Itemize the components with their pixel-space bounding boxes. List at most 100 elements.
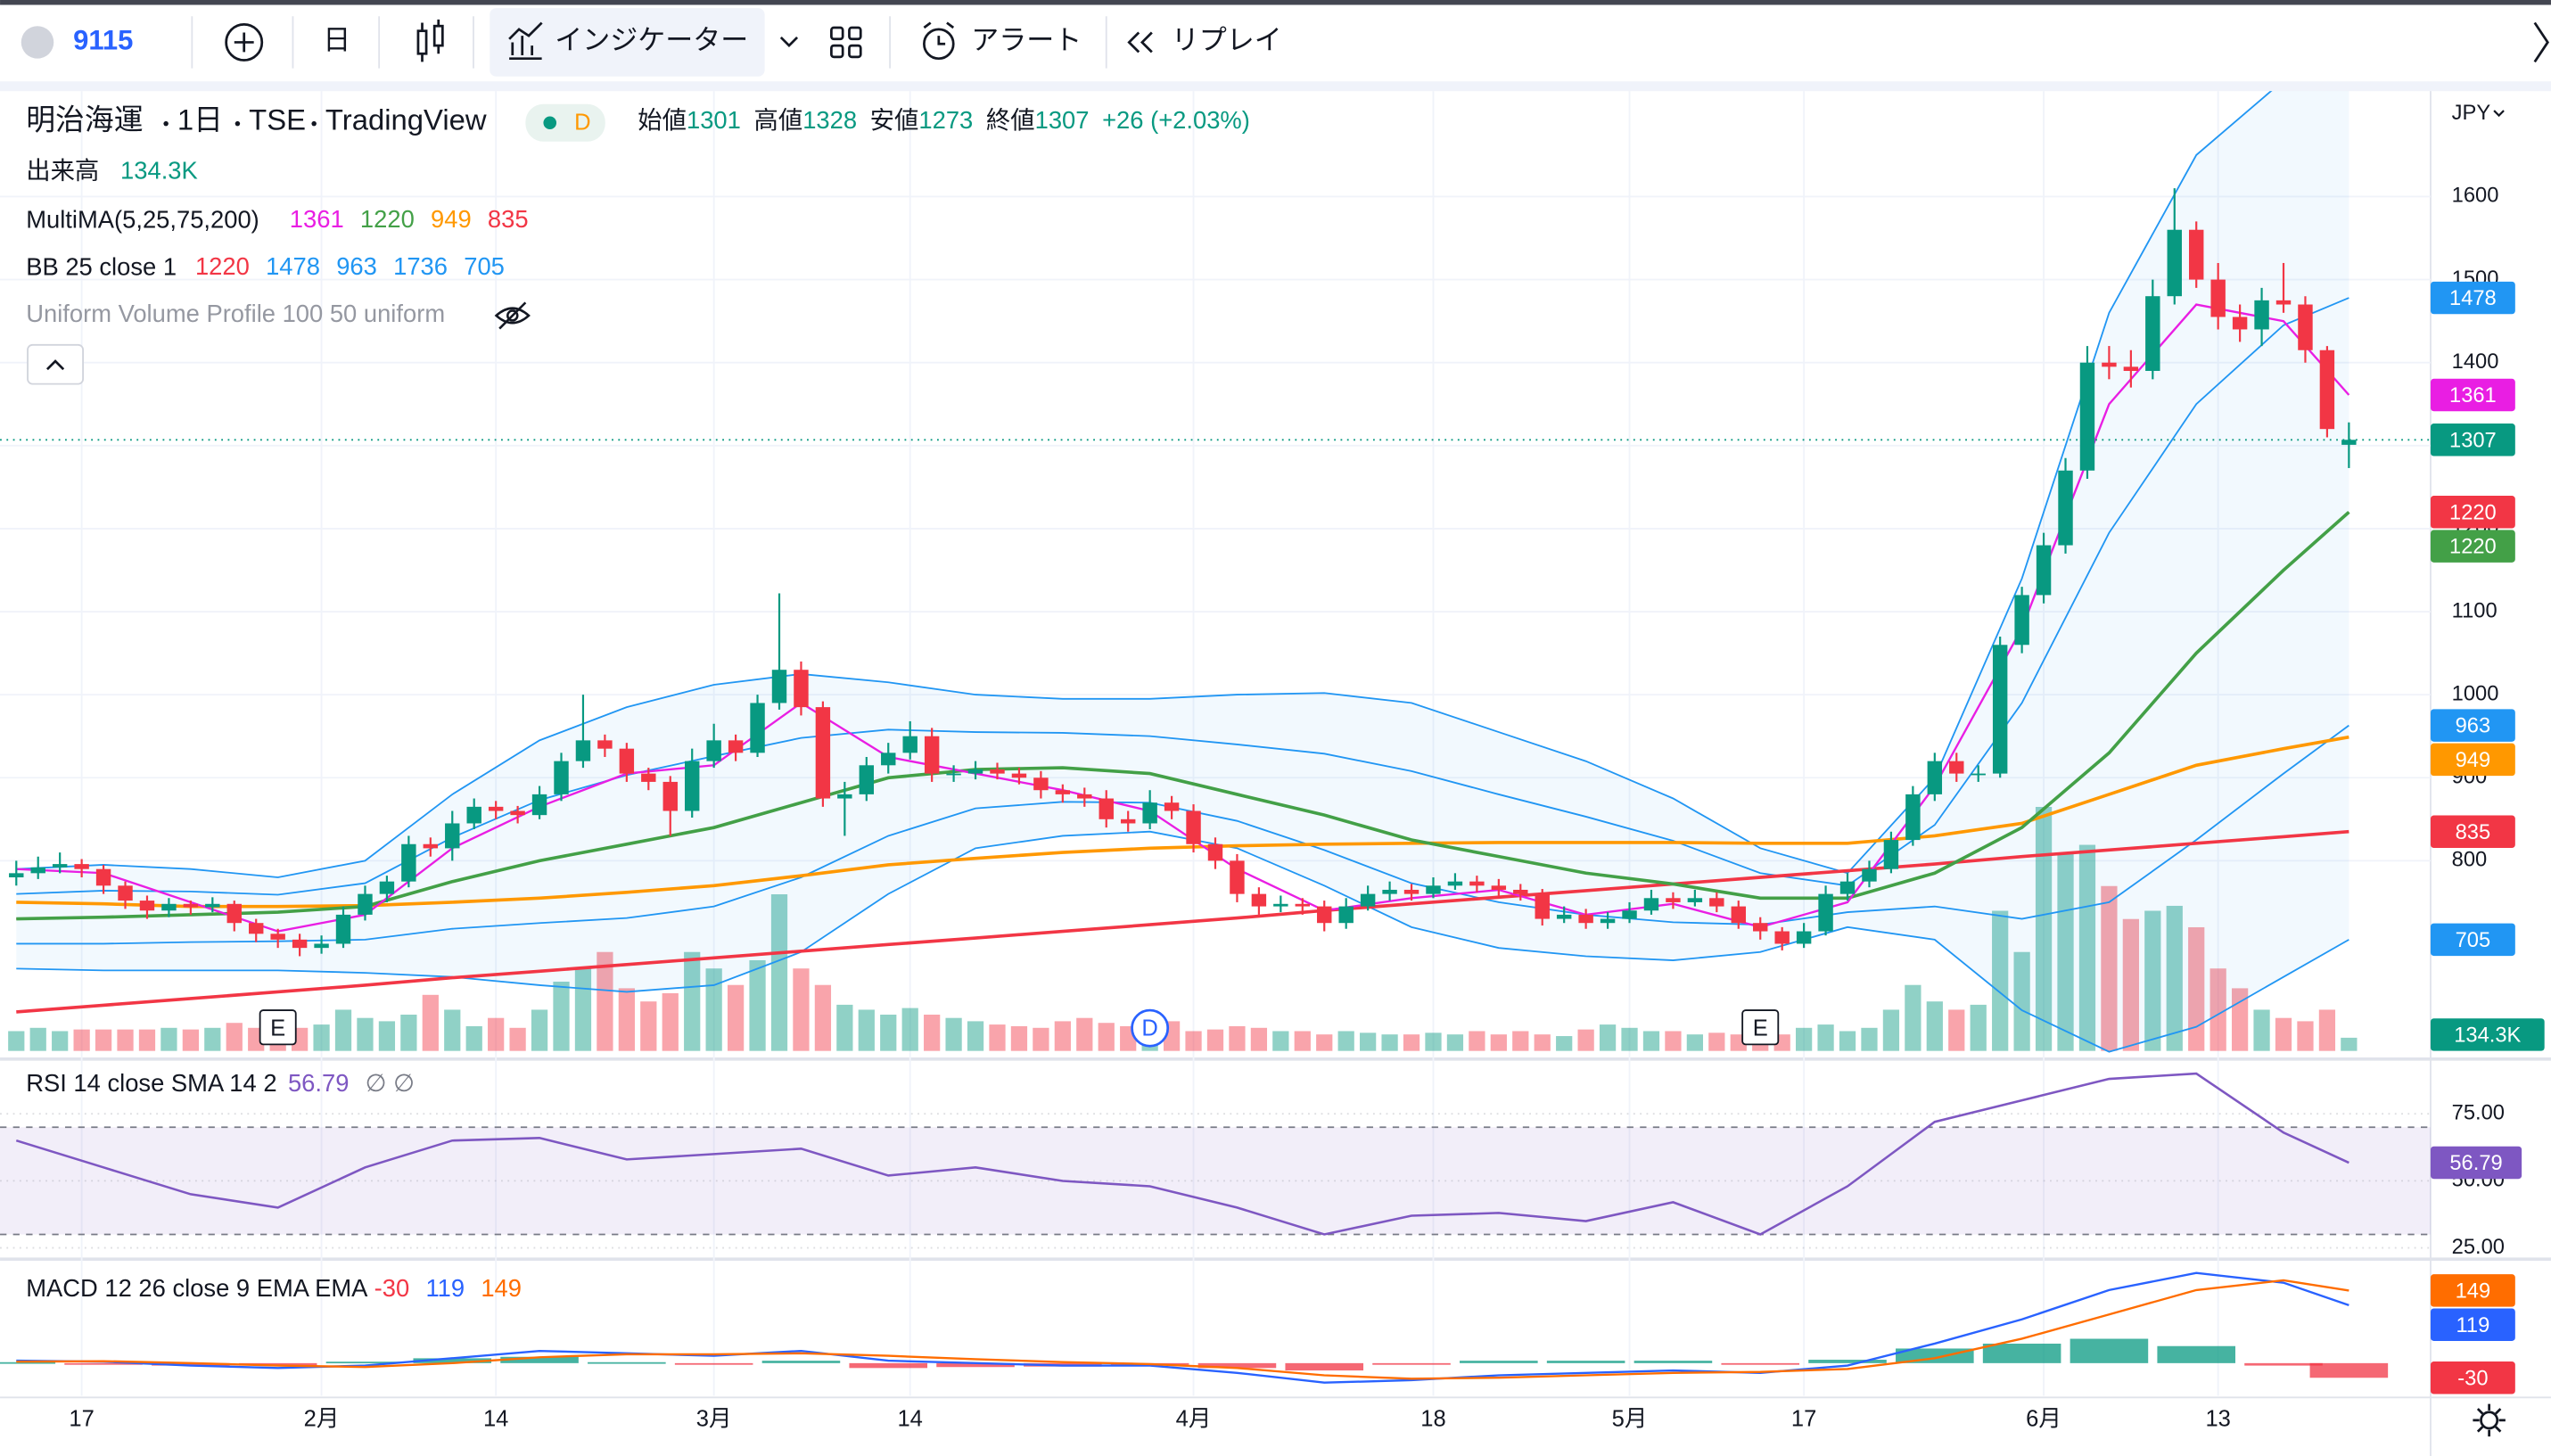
legend-value: -30 bbox=[374, 1274, 410, 1302]
x-tick-label: 3月 bbox=[696, 1407, 732, 1432]
chevron bbox=[2493, 110, 2505, 118]
volume-bar bbox=[770, 894, 788, 1051]
candle-body bbox=[2123, 366, 2139, 372]
x-tick-label: 2月 bbox=[304, 1407, 340, 1432]
macd-histogram-bar bbox=[1285, 1362, 1364, 1371]
indicators-button[interactable]: インジケーター bbox=[555, 25, 748, 56]
ma-line bbox=[16, 511, 2350, 921]
candle-body bbox=[2189, 229, 2204, 280]
volume-bar bbox=[1098, 1023, 1115, 1051]
rsi-tick-label: 75.00 bbox=[2452, 1101, 2505, 1124]
event-marker bbox=[1131, 1008, 1170, 1048]
rsi-pane bbox=[0, 1072, 2431, 1249]
multima-values: 1361 1220 949 835 bbox=[290, 205, 529, 233]
candle-body bbox=[1055, 790, 1071, 794]
y-tick-label: 1100 bbox=[2452, 599, 2498, 622]
volume-bar bbox=[684, 951, 701, 1051]
volume-bar bbox=[2341, 1037, 2358, 1051]
volume-bar bbox=[73, 1029, 90, 1051]
volume-bar bbox=[1033, 1027, 1049, 1051]
volume-bar bbox=[2318, 1009, 2336, 1051]
toolbar: 9115 日 インジケーター アラート リプレイ bbox=[21, 8, 2549, 77]
price-badge-label: -30 bbox=[2457, 1367, 2488, 1390]
volume-bar bbox=[2144, 910, 2161, 1051]
x-tick-label: 17 bbox=[1791, 1407, 1816, 1432]
candle-body bbox=[2058, 470, 2073, 546]
price-badge bbox=[2430, 923, 2515, 957]
candle-body bbox=[771, 670, 787, 703]
volume-bar bbox=[814, 984, 832, 1051]
symbol-icon[interactable] bbox=[21, 26, 54, 59]
candle-body bbox=[815, 707, 831, 799]
macd-histogram-bar bbox=[325, 1361, 405, 1364]
volume-bar bbox=[1686, 1034, 1703, 1051]
dot bbox=[311, 120, 317, 127]
interval-button[interactable]: 日 bbox=[323, 25, 350, 56]
axes: 8009001000110012001300140015001600172月14… bbox=[69, 185, 2545, 1432]
candle-body bbox=[1971, 773, 1986, 776]
bb-fill bbox=[16, 91, 2349, 1052]
chevron[interactable] bbox=[779, 36, 799, 48]
symbol[interactable]: 9115 bbox=[73, 25, 133, 56]
indicators-highlight[interactable] bbox=[490, 8, 765, 77]
macd-histogram-bar bbox=[588, 1361, 666, 1364]
volume-bar bbox=[204, 1027, 221, 1051]
volume-bar bbox=[182, 1029, 199, 1051]
volume-bar bbox=[1512, 1031, 1529, 1051]
candle-body bbox=[1949, 761, 1964, 774]
candle-body bbox=[1556, 914, 1572, 919]
candle-body bbox=[2167, 229, 2182, 297]
candle-body bbox=[1186, 810, 1201, 844]
volume-bar bbox=[662, 992, 679, 1051]
price-badge-label: 1307 bbox=[2449, 429, 2497, 452]
chart-type-button[interactable] bbox=[416, 19, 444, 62]
price-badge-label: 835 bbox=[2456, 821, 2491, 844]
candle-body bbox=[335, 914, 351, 944]
legend-value: 835 bbox=[488, 205, 529, 233]
macd-name: MACD 12 26 close 9 EMA EMA bbox=[26, 1274, 368, 1302]
alert-icon[interactable] bbox=[923, 21, 955, 61]
candle-body bbox=[554, 761, 569, 794]
volume-badge-label: 134.3K bbox=[2454, 1024, 2521, 1048]
candle-body bbox=[118, 885, 133, 901]
candle-body bbox=[1709, 898, 1724, 907]
hidden-icon[interactable] bbox=[494, 301, 531, 330]
macd-histogram-bar bbox=[674, 1362, 753, 1365]
market-badge[interactable] bbox=[525, 103, 605, 142]
toolbar-edge[interactable] bbox=[2533, 21, 2549, 63]
replay-button[interactable]: リプレイ bbox=[1172, 25, 1282, 56]
add-button[interactable] bbox=[225, 23, 264, 62]
price-badge bbox=[2430, 815, 2515, 849]
settings-icon[interactable] bbox=[2473, 1403, 2506, 1437]
candle-body bbox=[728, 740, 744, 753]
legend-value: 1220 bbox=[195, 252, 250, 280]
candle-body bbox=[2145, 296, 2160, 372]
alert-button[interactable]: アラート bbox=[971, 25, 1082, 56]
legend-value: 1478 bbox=[266, 252, 320, 280]
collapse-button[interactable] bbox=[27, 343, 84, 385]
volume-bar bbox=[357, 1017, 374, 1051]
candle-body bbox=[2298, 304, 2313, 350]
candle-body bbox=[967, 769, 983, 774]
currency[interactable]: JPY bbox=[2452, 102, 2491, 125]
macd-histogram-bar bbox=[0, 1361, 56, 1364]
volume-bar bbox=[1469, 1031, 1485, 1051]
volume-bar bbox=[1577, 1029, 1594, 1051]
volume-bar bbox=[378, 1021, 396, 1051]
macd-histogram-bar bbox=[1896, 1348, 1974, 1363]
candle-body bbox=[1774, 931, 1790, 944]
indicators-icon[interactable] bbox=[508, 21, 543, 61]
candle-body bbox=[292, 939, 308, 949]
candle-body bbox=[1600, 918, 1616, 924]
volume-bar bbox=[597, 951, 613, 1051]
layout-button[interactable] bbox=[830, 26, 862, 59]
legend-value: +26 (+2.03%) bbox=[1102, 106, 1250, 134]
macd-histogram-bar bbox=[1460, 1361, 1538, 1363]
candle-body bbox=[249, 923, 264, 934]
y-tick-label: 1600 bbox=[2452, 185, 2499, 208]
event-label: E bbox=[270, 1016, 285, 1041]
replay-icon[interactable] bbox=[1127, 31, 1153, 53]
volume-bar bbox=[1425, 1032, 1442, 1051]
volume-bar bbox=[2035, 806, 2053, 1051]
